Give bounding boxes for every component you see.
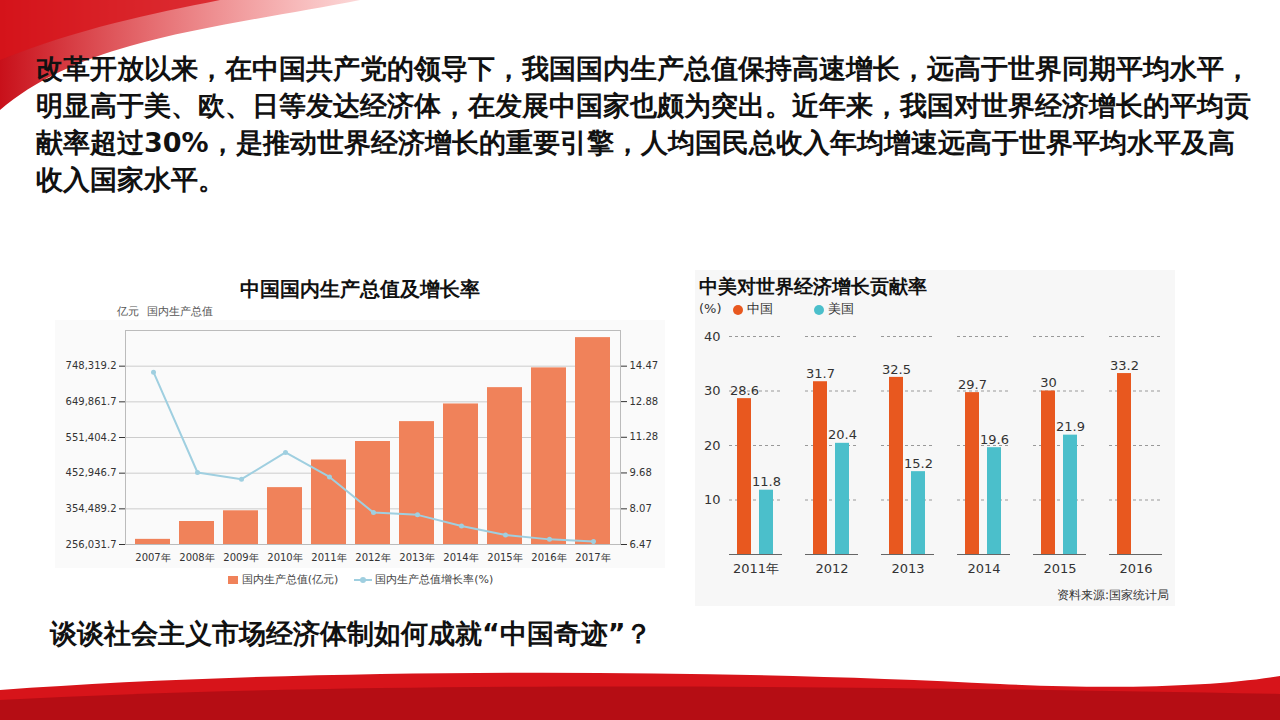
svg-text:21.9: 21.9 bbox=[1056, 419, 1085, 434]
svg-text:12.88: 12.88 bbox=[630, 396, 659, 407]
html-text:美国: 美国 bbox=[827, 301, 854, 316]
html-text:中美对世界经济增长贡献率: 中美对世界经济增长贡献率 bbox=[699, 275, 927, 297]
svg-text:20.4: 20.4 bbox=[828, 427, 857, 442]
html-text:中国国内生产总值及增长率: 中国国内生产总值及增长率 bbox=[240, 277, 480, 301]
svg-text:2015: 2015 bbox=[1043, 561, 1076, 576]
svg-text:2009年: 2009年 bbox=[223, 552, 258, 563]
html-text:国内生产总值: 国内生产总值 bbox=[147, 305, 213, 318]
svg-text:2016年: 2016年 bbox=[531, 552, 566, 563]
svg-text:20: 20 bbox=[704, 438, 721, 453]
svg-text:2010年: 2010年 bbox=[267, 552, 302, 563]
html-text:国内生产总值(亿元): 国内生产总值(亿元) bbox=[241, 573, 339, 586]
svg-text:354,489.2: 354,489.2 bbox=[66, 503, 117, 514]
svg-text:8.07: 8.07 bbox=[630, 503, 652, 514]
svg-text:649,861.7: 649,861.7 bbox=[66, 396, 117, 407]
svg-text:30: 30 bbox=[1040, 375, 1057, 390]
svg-text:31.7: 31.7 bbox=[806, 366, 835, 381]
svg-text:2016: 2016 bbox=[1119, 561, 1152, 576]
svg-text:2013: 2013 bbox=[891, 561, 924, 576]
svg-text:256,031.7: 256,031.7 bbox=[66, 539, 117, 550]
svg-text:551,404.2: 551,404.2 bbox=[66, 432, 117, 443]
svg-text:2012年: 2012年 bbox=[355, 552, 390, 563]
svg-text:2008年: 2008年 bbox=[179, 552, 214, 563]
svg-text:10: 10 bbox=[704, 492, 721, 507]
svg-text:30: 30 bbox=[704, 383, 721, 398]
svg-text:9.68: 9.68 bbox=[630, 467, 652, 478]
html-text:中国: 中国 bbox=[746, 301, 773, 316]
svg-text:748,319.2: 748,319.2 bbox=[66, 360, 117, 371]
svg-text:2011年: 2011年 bbox=[733, 561, 779, 576]
svg-text:2014: 2014 bbox=[967, 561, 1000, 576]
svg-text:2012: 2012 bbox=[815, 561, 848, 576]
svg-text:40: 40 bbox=[704, 329, 721, 344]
svg-text:2013年: 2013年 bbox=[399, 552, 434, 563]
svg-text:19.6: 19.6 bbox=[980, 432, 1009, 447]
html-text:亿元: 亿元 bbox=[117, 305, 139, 318]
svg-text:14.47: 14.47 bbox=[630, 360, 659, 371]
svg-text:2017年: 2017年 bbox=[575, 552, 610, 563]
svg-text:28.6: 28.6 bbox=[730, 383, 759, 398]
svg-text:29.7: 29.7 bbox=[958, 377, 987, 392]
html-text:国内生产总值增长率(%): 国内生产总值增长率(%) bbox=[375, 573, 494, 586]
svg-text:33.2: 33.2 bbox=[1110, 358, 1139, 373]
svg-text:11.28: 11.28 bbox=[630, 431, 659, 442]
svg-text:2015年: 2015年 bbox=[487, 552, 522, 563]
svg-text:6.47: 6.47 bbox=[630, 539, 652, 550]
svg-text:452,946.7: 452,946.7 bbox=[66, 467, 117, 478]
svg-text:2014年: 2014年 bbox=[443, 552, 478, 563]
svg-text:2011年: 2011年 bbox=[311, 552, 346, 563]
svg-text:11.8: 11.8 bbox=[752, 474, 781, 489]
html-text:资料来源:国家统计局: 资料来源:国家统计局 bbox=[1057, 588, 1169, 602]
svg-text:15.2: 15.2 bbox=[904, 456, 933, 471]
html-text:谈谈社会主义市场经济体制如何成就“中国奇迹”？: 谈谈社会主义市场经济体制如何成就“中国奇迹”？ bbox=[50, 618, 653, 649]
svg-text:2007年: 2007年 bbox=[135, 552, 170, 563]
svg-text:32.5: 32.5 bbox=[882, 362, 911, 377]
html-text:改革开放以来，在中国共产党的领导下，我国国内生产总值保持高速: 改革开放以来，在中国共产党的领导下，我国国内生产总值保持高速增长，远高于世界同期… bbox=[36, 53, 1251, 195]
